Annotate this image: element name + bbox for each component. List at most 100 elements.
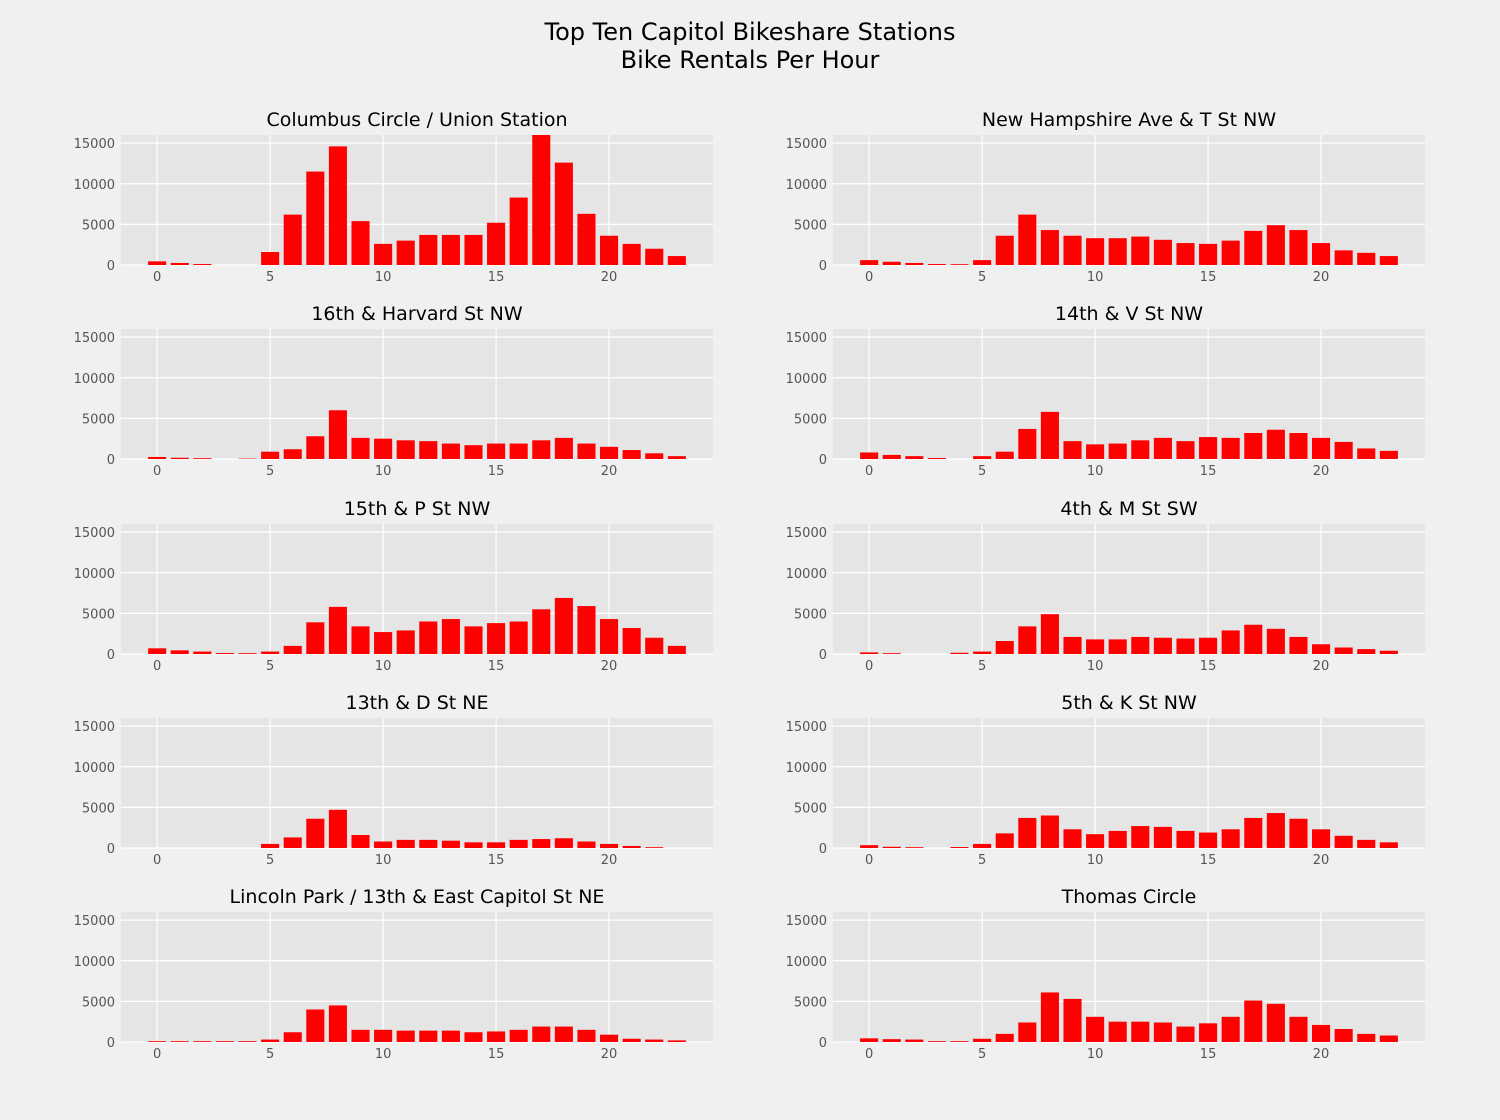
bar-hour-20 — [600, 619, 619, 654]
subplot-6: 0 5 10 15 20 0 5000 10000 15000 4th & M St SW — [786, 498, 1425, 674]
bar-hour-9 — [1063, 636, 1082, 654]
bar-hour-6 — [995, 833, 1014, 848]
y-tick-label: 10000 — [786, 372, 827, 387]
x-tick-label: 20 — [1313, 1047, 1330, 1062]
bar-hour-18 — [1266, 429, 1285, 459]
x-tick-label: 15 — [488, 270, 505, 285]
x-tick-label: 15 — [1200, 659, 1217, 674]
bar-hour-5 — [261, 451, 280, 459]
bar-hour-8 — [328, 146, 347, 265]
y-tick-label: 5000 — [794, 801, 827, 816]
bar-hour-23 — [1379, 842, 1398, 848]
bar-hour-14 — [464, 1032, 483, 1042]
subplot-4: 0 5 10 15 20 0 5000 10000 15000 14th & V St NW — [786, 303, 1425, 479]
bar-hour-16 — [1221, 630, 1240, 654]
y-tick-label: 5000 — [82, 801, 115, 816]
subplot-title: 15th & P St NW — [344, 498, 491, 520]
bar-hour-22 — [1357, 448, 1376, 459]
bar-hour-6 — [995, 235, 1014, 265]
bar-hour-14 — [464, 445, 483, 459]
bar-hour-4 — [950, 264, 969, 265]
x-tick-label: 10 — [1087, 853, 1104, 868]
plot-area — [833, 912, 1425, 1042]
subplot-title: Columbus Circle / Union Station — [266, 109, 567, 131]
y-tick-label: 10000 — [74, 761, 115, 776]
bar-hour-17 — [1244, 624, 1263, 654]
bar-hour-16 — [509, 1029, 528, 1042]
bar-hour-19 — [1289, 636, 1308, 654]
x-tick-label: 0 — [865, 853, 873, 868]
bar-hour-4 — [950, 1041, 969, 1042]
bar-hour-9 — [1063, 829, 1082, 848]
bar-hour-11 — [1108, 238, 1127, 265]
y-tick-label: 0 — [819, 259, 827, 274]
x-tick-label: 0 — [153, 659, 161, 674]
bar-hour-14 — [1176, 243, 1195, 265]
bar-hour-5 — [973, 260, 992, 265]
plot-area — [121, 329, 713, 459]
bar-hour-6 — [283, 214, 302, 265]
y-tick-label: 15000 — [74, 137, 115, 152]
bar-hour-19 — [1289, 818, 1308, 848]
bar-hour-14 — [1176, 830, 1195, 848]
bar-hour-11 — [396, 630, 415, 654]
x-tick-label: 0 — [153, 1047, 161, 1062]
bar-hour-10 — [1086, 1016, 1105, 1042]
bar-hour-2 — [193, 458, 212, 459]
bar-hour-10 — [374, 438, 393, 459]
x-tick-label: 15 — [1200, 270, 1217, 285]
x-tick-label: 15 — [488, 659, 505, 674]
bar-hour-13 — [441, 234, 460, 265]
bar-hour-6 — [283, 1032, 302, 1042]
bar-hour-19 — [1289, 230, 1308, 265]
bar-hour-12 — [419, 621, 438, 654]
figure-title-line2: Bike Rentals Per Hour — [620, 46, 880, 74]
x-tick-label: 5 — [266, 464, 274, 479]
x-tick-label: 20 — [601, 659, 618, 674]
plot-area — [833, 718, 1425, 848]
x-tick-label: 10 — [1087, 270, 1104, 285]
bar-hour-17 — [532, 440, 551, 459]
subplot-5: 0 5 10 15 20 0 5000 10000 15000 15th & P St NW — [74, 498, 713, 674]
bar-hour-18 — [554, 1026, 573, 1042]
bar-hour-2 — [905, 456, 924, 459]
x-tick-label: 5 — [978, 853, 986, 868]
bar-hour-5 — [973, 456, 992, 459]
bar-hour-13 — [1153, 1022, 1172, 1042]
bar-hour-9 — [351, 437, 370, 459]
subplot-title: Lincoln Park / 13th & East Capitol St NE — [230, 886, 605, 908]
x-tick-label: 0 — [865, 464, 873, 479]
y-tick-label: 0 — [819, 1036, 827, 1051]
bar-hour-11 — [396, 240, 415, 265]
y-tick-label: 5000 — [82, 995, 115, 1010]
bar-hour-7 — [306, 622, 325, 654]
subplot-1: 0 5 10 15 20 0 5000 10000 15000 Columbus Circle /… — [74, 109, 713, 285]
bar-hour-11 — [1108, 830, 1127, 848]
bar-hour-6 — [283, 645, 302, 654]
bar-hour-12 — [419, 839, 438, 848]
figure-title: Top Ten Capitol Bikeshare Stations Bike … — [0, 18, 1500, 74]
bar-hour-1 — [170, 650, 189, 654]
y-tick-label: 15000 — [786, 526, 827, 541]
bar-hour-7 — [1018, 214, 1037, 265]
y-tick-label: 15000 — [74, 526, 115, 541]
plot-area — [833, 329, 1425, 459]
bar-hour-20 — [600, 446, 619, 459]
bar-hour-8 — [328, 410, 347, 459]
bar-hour-23 — [1379, 450, 1398, 459]
bar-hour-5 — [261, 1039, 280, 1042]
x-tick-label: 5 — [978, 270, 986, 285]
subplot-2: 0 5 10 15 20 0 5000 10000 15000 New Hampshire Ave… — [786, 109, 1425, 285]
bar-hour-13 — [441, 443, 460, 459]
y-tick-label: 10000 — [74, 372, 115, 387]
bar-hour-12 — [1131, 236, 1150, 265]
y-tick-label: 10000 — [74, 567, 115, 582]
bar-hour-1 — [882, 1039, 901, 1042]
bar-hour-21 — [622, 450, 641, 459]
bar-hour-19 — [1289, 433, 1308, 459]
bar-hour-7 — [306, 171, 325, 265]
subplot-title: 5th & K St NW — [1061, 692, 1197, 714]
bar-hour-6 — [995, 451, 1014, 459]
bar-hour-10 — [1086, 238, 1105, 265]
bar-hour-20 — [600, 1034, 619, 1042]
